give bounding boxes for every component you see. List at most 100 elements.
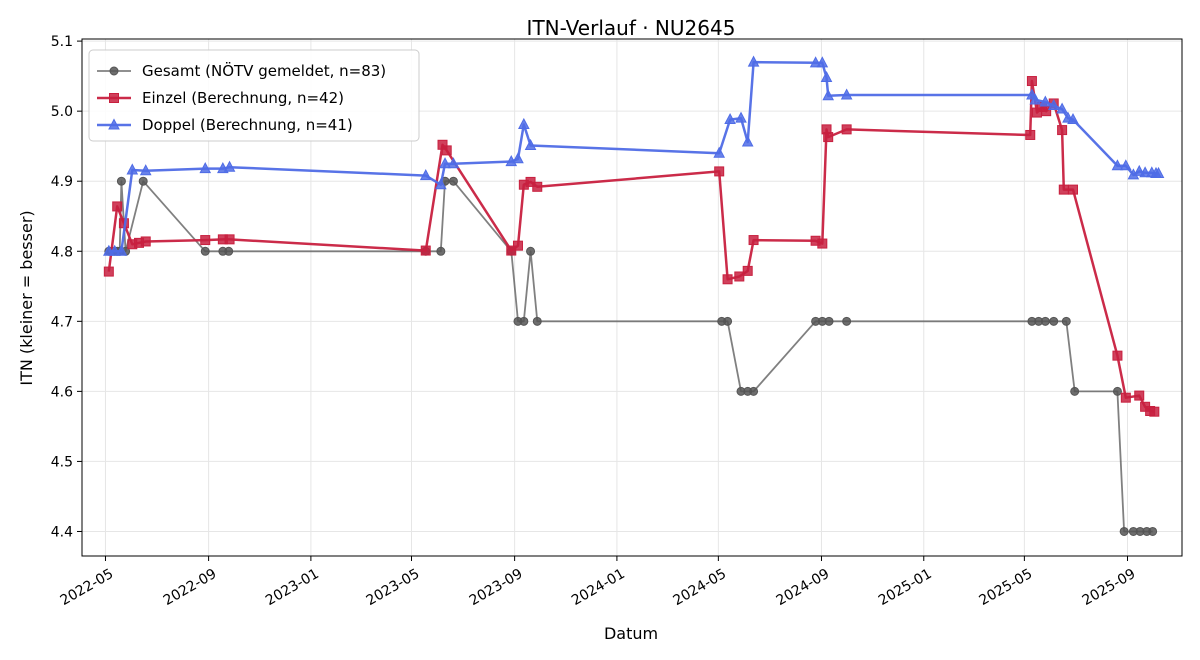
data-point <box>1119 526 1129 536</box>
legend-box <box>88 49 420 142</box>
data-point <box>512 240 523 251</box>
plot-frame <box>81 38 1183 557</box>
legend-marker <box>109 93 119 103</box>
data-point <box>1049 316 1059 326</box>
data-point <box>420 245 431 256</box>
legend-label: Doppel (Berechnung, n=41) <box>142 116 353 134</box>
data-point <box>742 265 753 276</box>
data-point <box>1149 406 1160 417</box>
data-point <box>1119 159 1132 171</box>
data-point <box>1041 106 1052 117</box>
data-point <box>1040 316 1050 326</box>
data-point <box>1025 129 1036 140</box>
data-point <box>747 55 760 67</box>
legend: Gesamt (NÖTV gemeldet, n=83) Einzel (Bere… <box>88 49 420 142</box>
data-point <box>199 162 212 174</box>
y-tick-label: 5.0 <box>51 104 73 120</box>
data-point <box>435 178 447 190</box>
data-point <box>519 316 529 326</box>
data-point <box>822 89 835 101</box>
y-axis-label: ITN (kleiner = besser) <box>17 210 36 385</box>
data-point <box>200 246 210 256</box>
data-point <box>439 157 451 169</box>
y-axis-ticks: 4.4 4.5 4.6 4.7 4.8 4.9 5.0 5.1 <box>51 34 82 540</box>
data-point <box>823 132 834 143</box>
data-point <box>419 169 432 181</box>
y-tick-label: 4.5 <box>51 454 73 470</box>
data-point <box>1112 386 1122 396</box>
data-point <box>1056 102 1068 114</box>
data-point <box>1058 184 1069 195</box>
data-point <box>526 246 536 256</box>
data-point <box>1112 350 1123 361</box>
series-triangle <box>103 55 1165 256</box>
legend-label: Einzel (Berechnung, n=42) <box>142 89 344 107</box>
data-point <box>1029 93 1042 105</box>
data-point <box>723 316 733 326</box>
data-point <box>512 152 524 164</box>
x-axis-label: Datum <box>604 624 658 643</box>
data-point <box>436 246 446 256</box>
data-point <box>714 166 725 177</box>
data-point <box>140 236 151 247</box>
data-point <box>1039 95 1052 107</box>
data-point <box>1111 159 1124 171</box>
data-point <box>824 316 834 326</box>
y-tick-label: 4.9 <box>51 174 73 190</box>
data-point <box>735 111 747 123</box>
data-point <box>841 124 852 135</box>
data-point <box>734 271 745 282</box>
series-layer <box>103 55 1165 536</box>
data-point <box>1070 386 1080 396</box>
data-point <box>713 146 726 158</box>
data-point <box>741 135 754 147</box>
data-point <box>1148 526 1158 536</box>
data-point <box>1026 76 1037 87</box>
data-point <box>1068 184 1079 195</box>
data-point <box>518 117 530 129</box>
data-point <box>447 157 460 169</box>
data-point <box>138 176 148 186</box>
data-point <box>820 70 833 83</box>
data-point <box>724 112 736 125</box>
data-point <box>749 386 759 396</box>
data-point <box>748 235 759 246</box>
data-point <box>224 246 234 256</box>
data-point <box>1134 390 1145 401</box>
data-point <box>223 160 236 172</box>
data-point <box>448 176 458 186</box>
y-tick-label: 4.4 <box>51 524 73 540</box>
y-tick-label: 4.8 <box>51 244 73 260</box>
data-point <box>816 56 829 68</box>
data-point <box>1047 98 1060 111</box>
legend-marker <box>108 118 120 130</box>
data-point <box>1120 392 1131 403</box>
data-point <box>1057 125 1068 136</box>
data-point <box>817 238 828 249</box>
data-point <box>1067 112 1079 125</box>
data-point <box>441 145 452 156</box>
data-point <box>116 176 126 186</box>
data-point <box>115 244 128 256</box>
chart-title: ITN-Verlauf · NU2645 <box>527 16 736 40</box>
data-point <box>200 235 211 246</box>
data-point <box>532 316 542 326</box>
data-point <box>112 201 123 212</box>
data-point <box>1152 166 1165 179</box>
data-point <box>1061 316 1071 326</box>
y-tick-label: 5.1 <box>51 34 73 50</box>
legend-marker <box>109 66 119 76</box>
series-circle <box>104 176 1158 536</box>
legend-label: Gesamt (NÖTV gemeldet, n=83) <box>142 61 386 80</box>
data-point <box>532 181 543 192</box>
y-tick-label: 4.7 <box>51 314 73 330</box>
data-point <box>840 88 853 100</box>
data-point <box>524 138 537 150</box>
data-point <box>722 274 733 285</box>
data-point <box>842 316 852 326</box>
data-point <box>126 163 139 175</box>
data-point <box>103 266 114 277</box>
data-point <box>224 234 235 245</box>
data-point <box>139 164 152 176</box>
